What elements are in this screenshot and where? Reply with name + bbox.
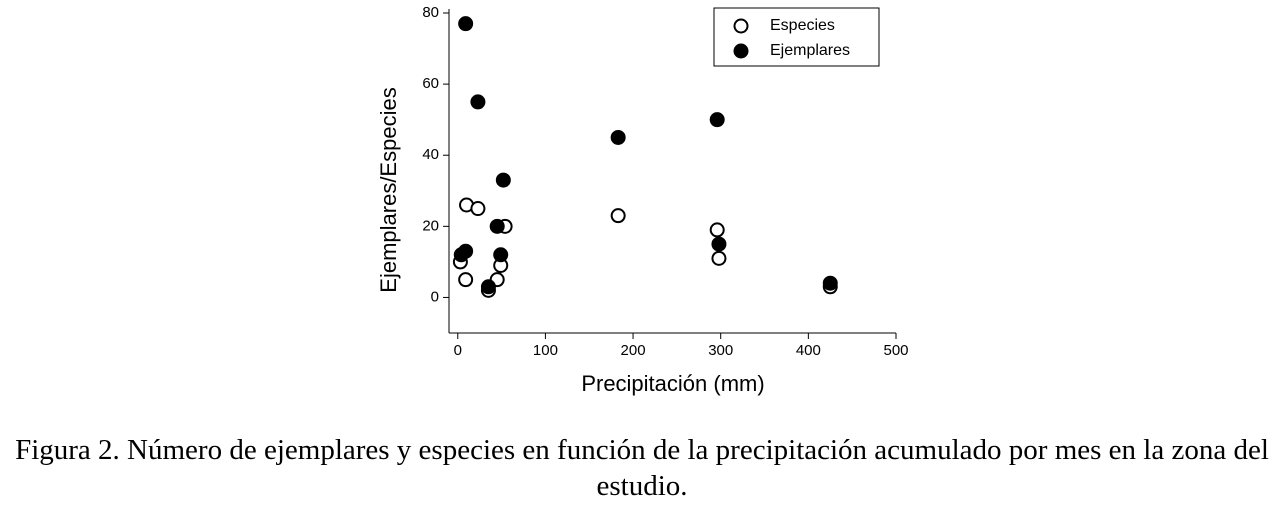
y-tick-label: 80 bbox=[422, 4, 439, 21]
x-tick-label: 400 bbox=[796, 342, 821, 359]
scatter-point bbox=[610, 129, 626, 145]
legend-marker bbox=[733, 18, 749, 34]
x-axis-label: Precipitación (mm) bbox=[581, 371, 764, 396]
figure-caption: Figura 2. Número de ejemplares y especie… bbox=[15, 434, 1269, 502]
chart: Precipitación (mm) Ejemplares/Especies 0… bbox=[376, 4, 909, 396]
scatter-point bbox=[470, 201, 486, 217]
x-tick-label: 300 bbox=[708, 342, 733, 359]
scatter-point bbox=[709, 222, 725, 238]
scatter-point bbox=[610, 208, 626, 224]
x-tick-label: 0 bbox=[454, 342, 462, 359]
scatter-point bbox=[458, 243, 474, 259]
legend-label: Ejemplares bbox=[770, 42, 850, 59]
scatter-point bbox=[709, 112, 725, 128]
y-tick-label: 60 bbox=[422, 75, 439, 92]
scatter-point bbox=[493, 247, 509, 263]
scatter-point bbox=[495, 172, 511, 188]
legend-marker bbox=[733, 43, 749, 59]
y-tick-label: 20 bbox=[422, 217, 439, 234]
scatter-point bbox=[458, 272, 474, 288]
scatter-point bbox=[711, 250, 727, 266]
x-tick-label: 200 bbox=[621, 342, 646, 359]
y-axis-label: Ejemplares/Especies bbox=[376, 87, 401, 292]
x-tick-label: 500 bbox=[883, 342, 908, 359]
x-tick-label: 100 bbox=[533, 342, 558, 359]
scatter-point bbox=[458, 16, 474, 32]
y-tick-label: 0 bbox=[431, 288, 439, 305]
scatter-point bbox=[489, 218, 505, 234]
scatter-point bbox=[470, 94, 486, 110]
scatter-point bbox=[480, 279, 496, 295]
y-tick-label: 40 bbox=[422, 146, 439, 163]
scatter-point bbox=[711, 236, 727, 252]
legend-label: Especies bbox=[770, 17, 835, 34]
scatter-point bbox=[822, 275, 838, 291]
